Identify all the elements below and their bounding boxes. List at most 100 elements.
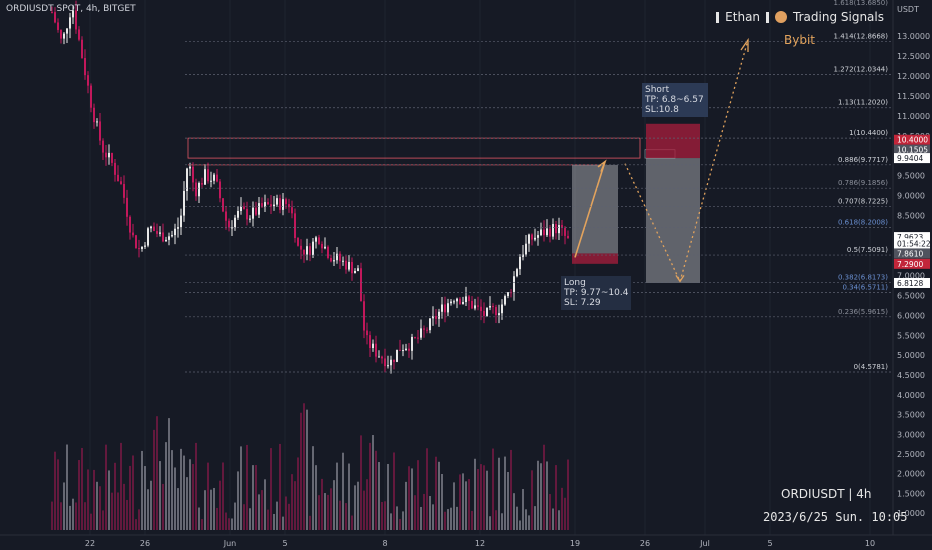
- short-sl: SL:10.8: [645, 105, 679, 115]
- candle-body: [111, 152, 113, 163]
- candle-body: [258, 203, 260, 215]
- volume-bar: [183, 455, 185, 530]
- volume-bar: [363, 490, 365, 530]
- volume-bar: [561, 487, 563, 530]
- price-tick: 4.5000: [897, 371, 925, 380]
- fib-label: 0.618(8.2008): [838, 218, 888, 226]
- candle-body: [375, 343, 377, 357]
- volume-bar: [135, 519, 137, 530]
- volume-bar: [219, 480, 221, 530]
- volume-bar: [288, 503, 290, 530]
- candle-body: [471, 300, 473, 309]
- volume-bar: [213, 487, 215, 530]
- candle-body: [309, 246, 311, 255]
- volume-bar: [297, 457, 299, 530]
- fib-label: 0.786(9.1856): [838, 179, 888, 187]
- candle-body: [144, 245, 146, 247]
- volume-bar: [567, 459, 569, 530]
- candle-body: [90, 85, 92, 108]
- volume-bar: [447, 509, 449, 530]
- candle-body: [456, 298, 458, 302]
- candle-body: [255, 207, 257, 215]
- candle-body: [291, 207, 293, 214]
- candle-body: [525, 243, 527, 255]
- volume-bar: [138, 509, 140, 530]
- candle-body: [396, 349, 398, 362]
- volume-bar: [516, 506, 518, 530]
- candle-body: [435, 316, 437, 319]
- volume-bar: [489, 516, 491, 530]
- price-tick: 6.0000: [897, 311, 925, 320]
- candle-body: [354, 270, 356, 274]
- volume-bar: [282, 516, 284, 530]
- candle-body: [117, 174, 119, 182]
- candle-body: [306, 246, 308, 255]
- volume-bar: [357, 481, 359, 530]
- price-tick: 11.0000: [897, 112, 930, 121]
- volume-bar: [528, 515, 530, 530]
- candle-body: [213, 174, 215, 181]
- candle-body: [327, 246, 329, 258]
- candle-body: [138, 248, 140, 250]
- long-sl: SL: 7.29: [564, 298, 601, 308]
- volume-bar: [429, 496, 431, 530]
- volume-bar: [237, 471, 239, 530]
- candle-body: [537, 235, 539, 238]
- time-tick: Jul: [699, 539, 710, 548]
- volume-bar: [330, 488, 332, 530]
- volume-bar: [378, 462, 380, 530]
- candle-body: [57, 22, 59, 30]
- candle-body: [333, 260, 335, 262]
- time-tick: Jun: [223, 539, 237, 548]
- fib-label: 0.707(8.7225): [838, 198, 888, 206]
- candle-body: [366, 330, 368, 336]
- candle-body: [315, 237, 317, 242]
- volume-bar: [459, 474, 461, 530]
- candle-body: [501, 304, 503, 314]
- candle-body: [546, 228, 548, 236]
- volume-bar: [507, 472, 509, 530]
- fib-label: 0.34(6.5711): [842, 284, 888, 292]
- volume-bar: [144, 466, 146, 530]
- volume-bar: [276, 501, 278, 530]
- time-tick: 5: [282, 539, 287, 548]
- candle-body: [147, 228, 149, 246]
- candle-body: [513, 276, 515, 294]
- volume-bar: [210, 489, 212, 530]
- volume-bar: [54, 451, 56, 530]
- volume-bar: [156, 416, 158, 530]
- candle-body: [285, 199, 287, 205]
- candle-body: [390, 359, 392, 366]
- volume-bar: [147, 489, 149, 530]
- volume-bar: [162, 483, 164, 530]
- candle-body: [384, 358, 386, 367]
- candle-body: [141, 246, 143, 249]
- candle-body: [210, 180, 212, 182]
- candle-body: [102, 140, 104, 153]
- price-badge: [894, 144, 930, 155]
- volume-bar: [513, 493, 515, 530]
- candle-body: [240, 206, 242, 211]
- volume-bar: [435, 456, 437, 530]
- price-badge-text: 7.2900: [897, 260, 923, 269]
- candle-body: [399, 349, 401, 351]
- volume-bar: [279, 443, 281, 530]
- candle-body: [249, 218, 251, 220]
- candle-body: [504, 296, 506, 305]
- volume-bar: [474, 458, 476, 530]
- candle-body: [534, 237, 536, 240]
- volume-bar: [105, 444, 107, 530]
- long-projection-arrowhead: [597, 159, 607, 172]
- candle-body: [468, 296, 470, 301]
- volume-bar: [522, 489, 524, 530]
- price-tick: 5.0000: [897, 351, 925, 360]
- volume-bar: [126, 499, 128, 530]
- price-badge: [894, 134, 930, 145]
- volume-bar: [555, 465, 557, 530]
- candle-body: [189, 166, 191, 169]
- footer-ticker: ORDIUSDT | 4h: [781, 487, 872, 501]
- candle-body: [516, 269, 518, 277]
- candle-body: [492, 305, 494, 308]
- volume-bar: [309, 515, 311, 530]
